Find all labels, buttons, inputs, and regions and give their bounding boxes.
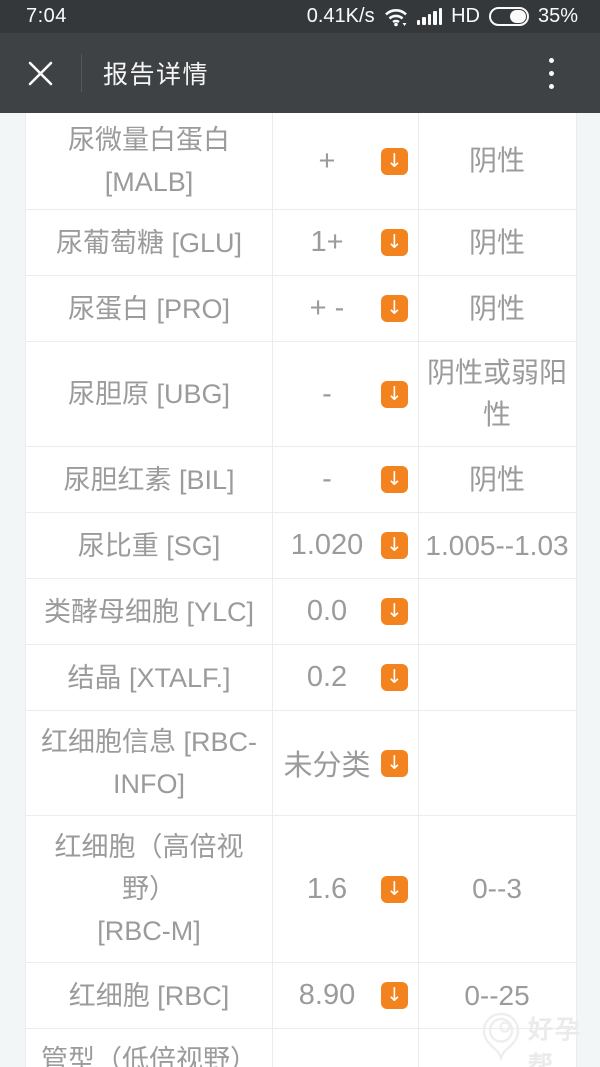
test-value-cell: 0.0 ↓	[273, 579, 419, 644]
app-header: 报告详情	[0, 33, 600, 113]
down-arrow-indicator-icon: ↓	[381, 532, 408, 559]
reference-range: 0--25	[464, 979, 530, 1011]
network-speed: 0.41K/s	[306, 5, 375, 27]
test-value-cell: 未分类 ↓	[273, 711, 419, 815]
menu-dot	[549, 70, 554, 76]
test-value-cell: 1.6 ↓	[273, 816, 419, 962]
page-title: 报告详情	[103, 61, 210, 89]
reference-range: 0--3	[472, 873, 522, 904]
down-arrow-indicator-icon: ↓	[381, 147, 408, 175]
table-row: 尿比重 [SG] 1.020 ↓ 1.005--1.03	[26, 513, 576, 579]
menu-dot	[549, 57, 554, 63]
down-arrow-indicator-icon: ↓	[381, 380, 408, 408]
table-row: 红细胞信息 [RBC- INFO] 未分类 ↓	[26, 711, 576, 816]
test-value-cell: + ↓	[273, 113, 419, 209]
table-row: 红细胞 [RBC] 8.90 ↓ 0--25	[26, 963, 576, 1029]
test-name: 尿比重 [SG]	[26, 513, 273, 578]
battery-percent: 35%	[537, 5, 578, 27]
test-name: 类酵母细胞 [YLC]	[26, 579, 273, 644]
test-value: +	[318, 144, 336, 177]
report-table[interactable]: 尿微量白蛋白 [MALB] + ↓ 阴性 尿葡萄糖 [GLU] 1+ ↓ 阴性 …	[25, 113, 577, 1067]
test-name: 尿胆红素 [BIL]	[26, 447, 273, 512]
table-row: 尿胆红素 [BIL] - ↓ 阴性	[26, 447, 576, 513]
test-value-cell: 8.90 ↓	[273, 963, 419, 1028]
test-name: 尿蛋白 [PRO]	[26, 276, 273, 341]
test-name: 尿胆原 [UBG]	[26, 342, 273, 446]
down-arrow-indicator-icon: ↓	[381, 664, 408, 691]
clock: 7:04	[26, 5, 67, 27]
table-row: 尿蛋白 [PRO] + - ↓ 阴性	[26, 276, 576, 342]
table-row: 结晶 [XTALF.] 0.2 ↓	[26, 645, 576, 711]
test-value-cell: + - ↓	[273, 276, 419, 341]
test-value: -	[322, 377, 332, 410]
test-value-cell: 0.2 ↓	[273, 645, 419, 710]
table-row: 管型（低倍视野） [CAST-M] 6.03 ↓	[26, 1029, 576, 1067]
menu-button[interactable]	[543, 52, 560, 95]
menu-dot	[549, 83, 554, 89]
reference-range	[419, 1029, 575, 1067]
reference-range	[419, 711, 575, 815]
test-value: -	[322, 463, 332, 495]
reference-range: 阴性	[468, 226, 525, 258]
reference-range: 阴性	[468, 292, 525, 324]
reference-range: 1.005--1.03	[425, 529, 569, 561]
test-value-cell: 1+ ↓	[273, 210, 419, 275]
test-name: 红细胞（高倍视野） [RBC-M]	[26, 816, 273, 962]
table-row: 尿微量白蛋白 [MALB] + ↓ 阴性	[26, 113, 576, 210]
battery-icon	[488, 7, 529, 26]
test-value: 1+	[310, 226, 344, 258]
reference-range: 阴性	[468, 463, 525, 495]
test-value: 6.03	[273, 1065, 381, 1067]
test-value-cell: - ↓	[273, 447, 419, 512]
table-row: 尿葡萄糖 [GLU] 1+ ↓ 阴性	[26, 210, 576, 276]
test-name: 红细胞信息 [RBC- INFO]	[26, 711, 273, 815]
test-value-cell: 1.020 ↓	[273, 513, 419, 578]
close-icon	[27, 60, 54, 87]
down-arrow-indicator-icon: ↓	[381, 982, 408, 1009]
test-name: 结晶 [XTALF.]	[26, 645, 273, 710]
table-row: 尿胆原 [UBG] - ↓ 阴性或弱阳性	[26, 342, 576, 447]
test-name: 尿微量白蛋白 [MALB]	[26, 113, 273, 209]
reference-range	[419, 579, 575, 644]
test-value: 0.0	[306, 595, 348, 627]
status-bar: 7:04 0.41K/s HD 35%	[0, 0, 600, 33]
test-name: 红细胞 [RBC]	[26, 963, 273, 1028]
test-value: 8.90	[298, 979, 356, 1011]
reference-range: 阴性或弱阳性	[426, 357, 567, 430]
down-arrow-indicator-icon: ↓	[381, 295, 408, 322]
reference-range	[419, 645, 575, 710]
test-name: 尿葡萄糖 [GLU]	[26, 210, 273, 275]
signal-icon	[416, 8, 443, 25]
test-value: 1.6	[306, 872, 348, 905]
down-arrow-indicator-icon: ↓	[381, 598, 408, 625]
test-value: 未分类	[283, 750, 371, 782]
table-row: 红细胞（高倍视野） [RBC-M] 1.6 ↓ 0--3	[26, 816, 576, 963]
down-arrow-indicator-icon: ↓	[381, 875, 408, 903]
table-row: 类酵母细胞 [YLC] 0.0 ↓	[26, 579, 576, 645]
test-value: + -	[309, 292, 345, 324]
wifi-icon	[384, 7, 408, 27]
close-button[interactable]	[26, 59, 54, 87]
header-divider	[81, 54, 82, 92]
down-arrow-indicator-icon: ↓	[381, 466, 408, 493]
down-arrow-indicator-icon: ↓	[381, 229, 408, 256]
hd-indicator: HD	[451, 5, 480, 27]
down-arrow-indicator-icon: ↓	[381, 749, 408, 777]
test-value: 1.020	[290, 529, 364, 561]
test-value-cell: - ↓	[273, 342, 419, 446]
test-value: 0.2	[306, 661, 348, 693]
test-name: 管型（低倍视野） [CAST-M]	[26, 1029, 273, 1067]
reference-range: 阴性	[468, 145, 525, 176]
test-value-cell: 6.03 ↓	[273, 1029, 419, 1067]
